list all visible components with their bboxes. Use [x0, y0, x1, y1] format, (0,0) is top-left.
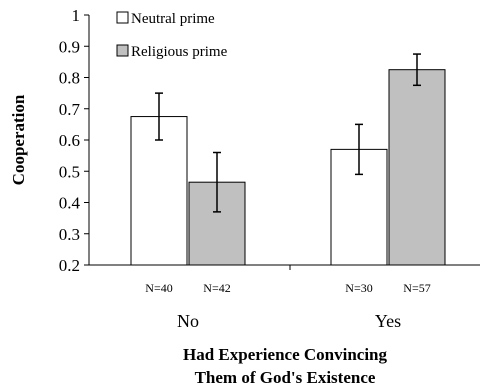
sample-size-label: N=42	[203, 281, 230, 295]
y-tick-label: 0.5	[59, 162, 80, 181]
y-tick-label: 0.8	[59, 69, 80, 88]
x-axis-label-line-1: Had Experience Convincing	[183, 345, 388, 364]
y-tick-label: 0.3	[59, 225, 80, 244]
bar-religious-yes	[388, 69, 446, 266]
y-tick-label: 1	[72, 6, 81, 25]
y-axis-ticks: 0.2 0.3 0.4 0.5 0.6 0.7 0.8 0.9 1	[59, 6, 89, 275]
y-tick-label: 0.9	[59, 37, 80, 56]
legend: Neutral prime Religious prime	[116, 11, 228, 60]
category-labels: No Yes	[177, 311, 401, 331]
y-tick-label: 0.4	[59, 194, 81, 213]
bar-neutral-no	[130, 116, 188, 266]
bars	[130, 69, 446, 266]
legend-label-neutral: Neutral prime	[131, 11, 215, 27]
error-bars	[155, 53, 421, 213]
y-axis-label: Cooperation	[9, 94, 28, 185]
sample-size-label: N=30	[345, 281, 372, 295]
sample-size-label: N=57	[403, 281, 430, 295]
y-tick-label: 0.2	[59, 256, 80, 275]
category-label-no: No	[177, 311, 199, 331]
sample-size-labels: N=40 N=42 N=30 N=57	[145, 281, 430, 295]
category-label-yes: Yes	[375, 311, 401, 331]
y-tick-label: 0.7	[59, 100, 81, 119]
legend-swatch-neutral	[116, 11, 129, 24]
sample-size-label: N=40	[145, 281, 172, 295]
legend-label-religious: Religious prime	[131, 44, 228, 60]
y-tick-label: 0.6	[59, 131, 80, 150]
legend-swatch-religious	[116, 44, 129, 57]
x-axis-label-line-2: Them of God's Existence	[195, 368, 376, 387]
